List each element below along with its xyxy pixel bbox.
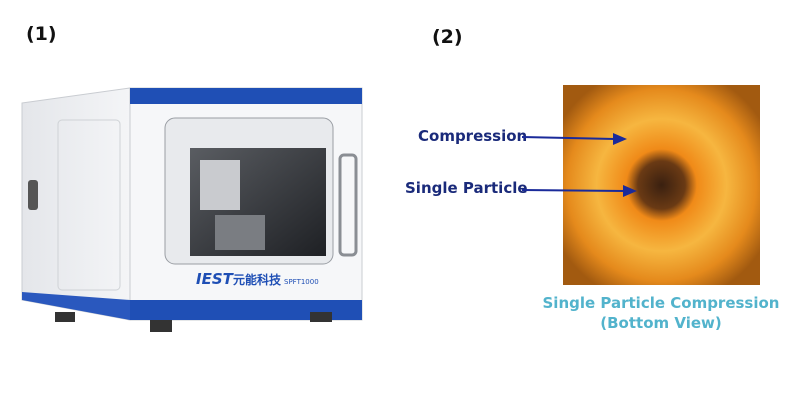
caption: (Bottom View) [600, 314, 721, 332]
panel-label: (1) [26, 23, 57, 45]
arrow [521, 189, 626, 192]
brand: IEST [196, 270, 235, 288]
instrument: IEST 元能科技 SPFT1000 [21, 87, 363, 332]
arrow [521, 136, 616, 140]
brand-cn: 元能科技 [233, 272, 282, 287]
caption: Single Particle Compression [543, 294, 780, 312]
annotation: Single Particle [405, 179, 528, 197]
panel-label: (2) [432, 26, 463, 48]
arrowhead [613, 133, 627, 145]
annotation: Compression [418, 127, 527, 145]
model: SPFT1000 [284, 278, 319, 286]
particle-image [563, 85, 760, 285]
arrowhead [623, 185, 637, 197]
